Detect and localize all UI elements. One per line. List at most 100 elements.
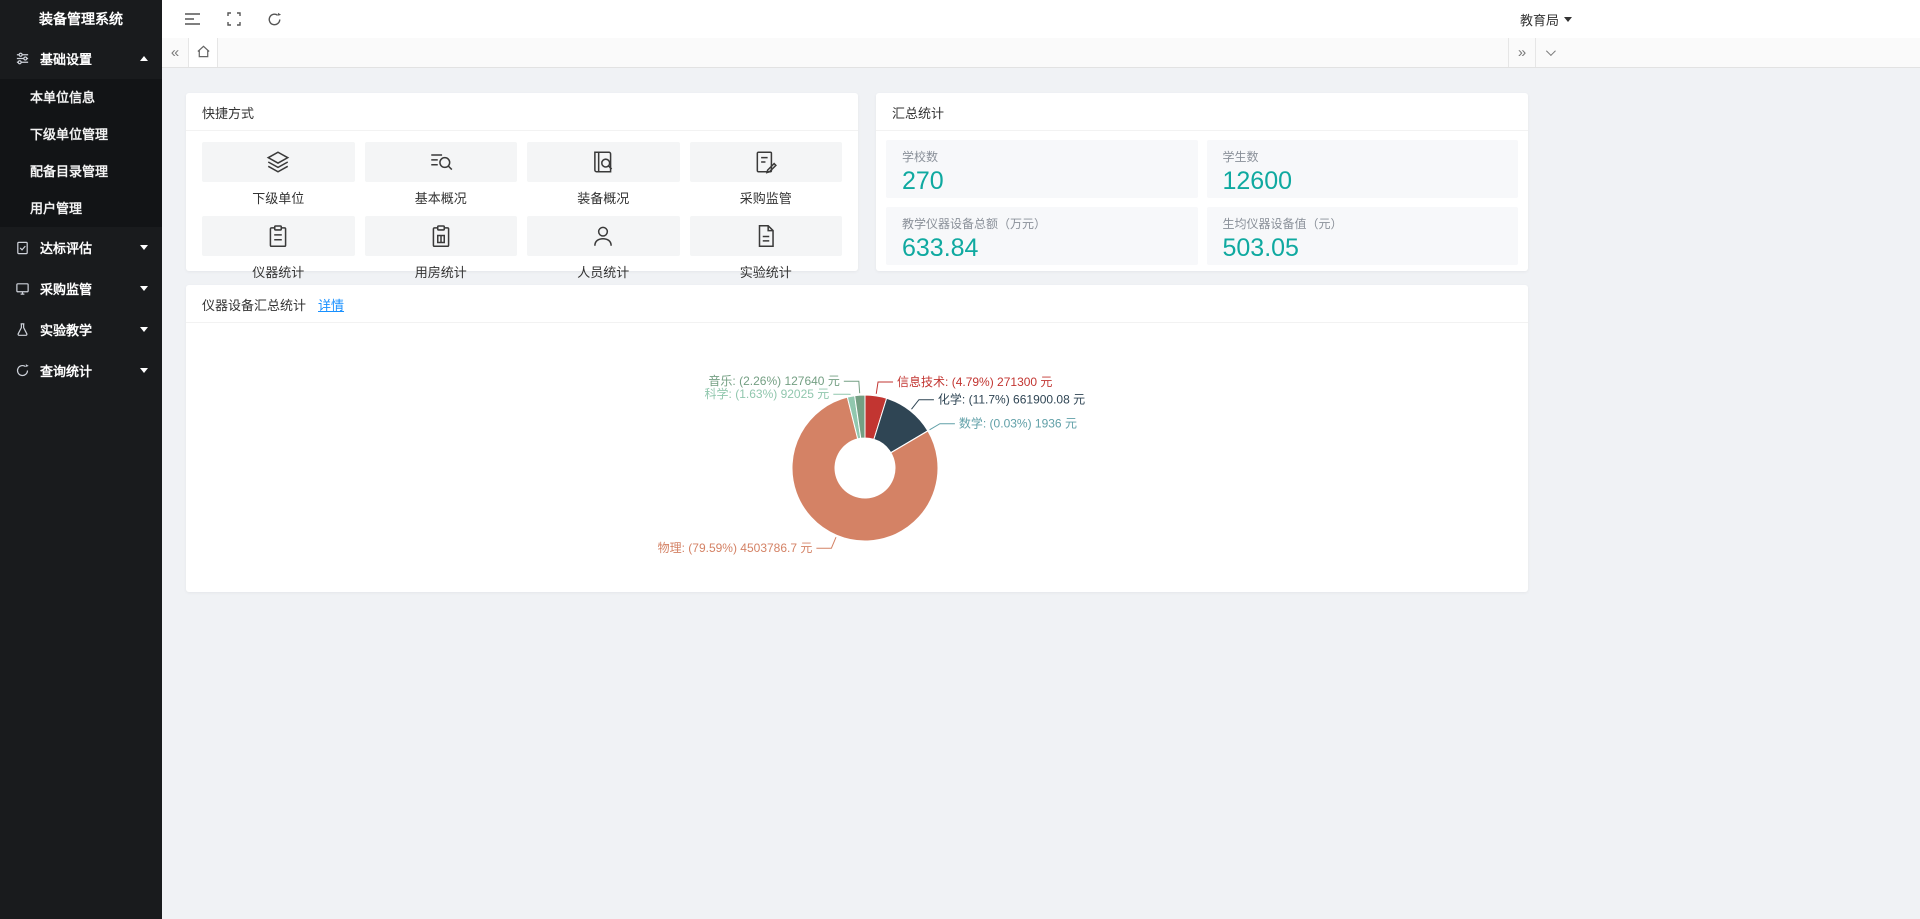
donut-chart[interactable]: 信息技术: (4.79%) 271300 元化学: (11.7%) 661900… [186,285,1528,592]
pie-slice-音乐[interactable] [854,394,866,439]
chevron-down-icon [1564,16,1573,22]
flask-icon [14,321,31,338]
pie-label-line [843,380,861,394]
chevron-up-icon [140,56,148,61]
sidebar-item-experiment-teaching[interactable]: 实验教学 [0,309,162,350]
quick-link-basic-overview[interactable]: 基本概况 [364,142,517,207]
quick-link-label: 仪器统计 [252,265,305,280]
quick-link-personnel-stats[interactable]: 人员统计 [527,216,680,281]
stat-school-count: 学校数 270 [886,140,1198,198]
stat-value: 12600 [1222,167,1293,195]
main-area: 教育局 « » 快捷方式 [162,0,1920,919]
user-menu-label: 教育局 [1520,12,1560,28]
pie-label: 信息技术: (4.79%) 271300 元 [897,374,1052,389]
sidebar-item-user-management[interactable]: 用户管理 [30,201,83,216]
sidebar-item-query-statistics[interactable]: 查询统计 [0,350,162,391]
sidebar: 装备管理系统 基础设置 本单位信息 下级单位管理 配备目录管理 用户管理 [0,0,162,919]
pie-label: 化学: (11.7%) 661900.08 元 [938,392,1085,407]
pie-label-line [816,536,837,549]
quick-link-box [202,216,355,256]
quick-link-subordinate-units[interactable]: 下级单位 [202,142,355,207]
menu-label: 实验教学 [40,323,93,338]
menu-collapse-icon[interactable] [184,12,201,26]
menu-label: 查询统计 [40,364,93,379]
equipment-summary-chart-card: 仪器设备汇总统计 详情 信息技术: (4.79%) 271300 元化学: (1… [186,285,1528,592]
stat-equipment-total: 教学仪器设备总额（万元） 633.84 [886,207,1198,265]
tabs-scroll-left-button[interactable]: « [162,38,189,67]
stat-per-student-value: 生均仪器设备值（元） 503.05 [1206,207,1518,265]
card-title-quick: 快捷方式 [186,93,858,131]
quick-link-label: 装备概况 [577,191,630,206]
submenu-basic-settings: 本单位信息 下级单位管理 配备目录管理 用户管理 [0,79,162,227]
sidebar-item-catalog-management[interactable]: 配备目录管理 [30,164,109,179]
sidebar-item-standards-evaluation[interactable]: 达标评估 [0,227,162,268]
tabs-scroll-right-button[interactable]: » [1508,38,1535,67]
quick-link-box [527,216,680,256]
sidebar-item-basic-settings[interactable]: 基础设置 [0,38,162,79]
quick-link-box [689,216,842,256]
card-title-summary: 汇总统计 [876,93,1528,131]
tab-home[interactable] [189,38,218,67]
top-header: 教育局 [162,0,1920,38]
sliders-icon [14,50,31,67]
fullscreen-icon[interactable] [227,12,241,26]
stat-label: 学校数 [902,150,939,164]
page-content: 快捷方式 下级单位 [162,68,1920,919]
card-title-text: 快捷方式 [202,106,255,121]
chevron-down-icon [140,286,148,291]
details-link[interactable]: 详情 [318,298,345,313]
quick-link-box [202,142,355,182]
menu-label: 基础设置 [40,52,93,67]
stat-label: 教学仪器设备总额（万元） [902,217,1047,231]
pie-label: 科学: (1.63%) 92025 元 [705,386,830,401]
refresh-icon[interactable] [267,12,282,27]
summary-stats-card: 汇总统计 学校数 270 学生数 12600 教学仪器设备总额（万元） 633.… [876,93,1528,271]
pie-label-line [875,381,894,394]
quick-link-box [527,142,680,182]
sidebar-item-procurement-supervision[interactable]: 采购监管 [0,268,162,309]
stat-value: 270 [902,167,944,195]
quick-link-equipment-overview[interactable]: 装备概况 [527,142,680,207]
pie-label-line [929,423,955,431]
book-search-icon [594,151,613,173]
monitor-icon [14,280,31,297]
quick-link-procurement[interactable]: 采购监管 [689,142,842,207]
chevron-down-icon [140,368,148,373]
pie-label: 物理: (79.59%) 4503786.7 元 [658,541,813,555]
pie-label: 数学: (0.03%) 1936 元 [959,416,1077,431]
quick-link-instrument-stats[interactable]: 仪器统计 [202,216,355,281]
card-title-chart: 仪器设备汇总统计 详情 [186,285,1528,323]
clipboard-icon [269,225,287,248]
tab-bar: « » [162,38,1920,68]
query-stats-icon [14,362,31,379]
quick-link-room-stats[interactable]: 用房统计 [364,216,517,281]
clipboard-check-icon [14,239,31,256]
room-clipboard-icon [432,225,450,248]
tabs-menu-button[interactable] [1535,38,1562,67]
report-icon [758,224,774,248]
quick-link-label: 实验统计 [739,265,792,280]
stat-label: 学生数 [1222,150,1259,164]
home-icon [196,44,211,62]
quick-link-label: 基本概况 [414,191,467,206]
chevron-down-icon [140,245,148,250]
quick-link-box [689,142,842,182]
app-title: 装备管理系统 [39,11,123,27]
quick-link-experiment-stats[interactable]: 实验统计 [689,216,842,281]
layers-icon [266,151,290,173]
pie-slice-物理[interactable] [791,396,939,542]
overview-search-icon [431,154,453,171]
summary-grid: 学校数 270 学生数 12600 教学仪器设备总额（万元） 633.84 生均… [876,131,1528,274]
sidebar-nav: 基础设置 本单位信息 下级单位管理 配备目录管理 用户管理 达标评估 [0,38,162,391]
quick-link-label: 人员统计 [577,265,630,280]
chevron-down-icon [140,327,148,332]
sidebar-item-subunit-management[interactable]: 下级单位管理 [30,127,109,142]
stat-value: 633.84 [902,234,979,262]
sidebar-item-unit-info[interactable]: 本单位信息 [30,90,96,105]
user-menu[interactable]: 教育局 [1520,0,1573,38]
stat-student-count: 学生数 12600 [1206,140,1518,198]
card-title-text: 仪器设备汇总统计 [202,298,307,313]
quick-link-box [364,142,517,182]
quick-link-label: 采购监管 [739,191,792,206]
stat-label: 生均仪器设备值（元） [1222,217,1343,231]
